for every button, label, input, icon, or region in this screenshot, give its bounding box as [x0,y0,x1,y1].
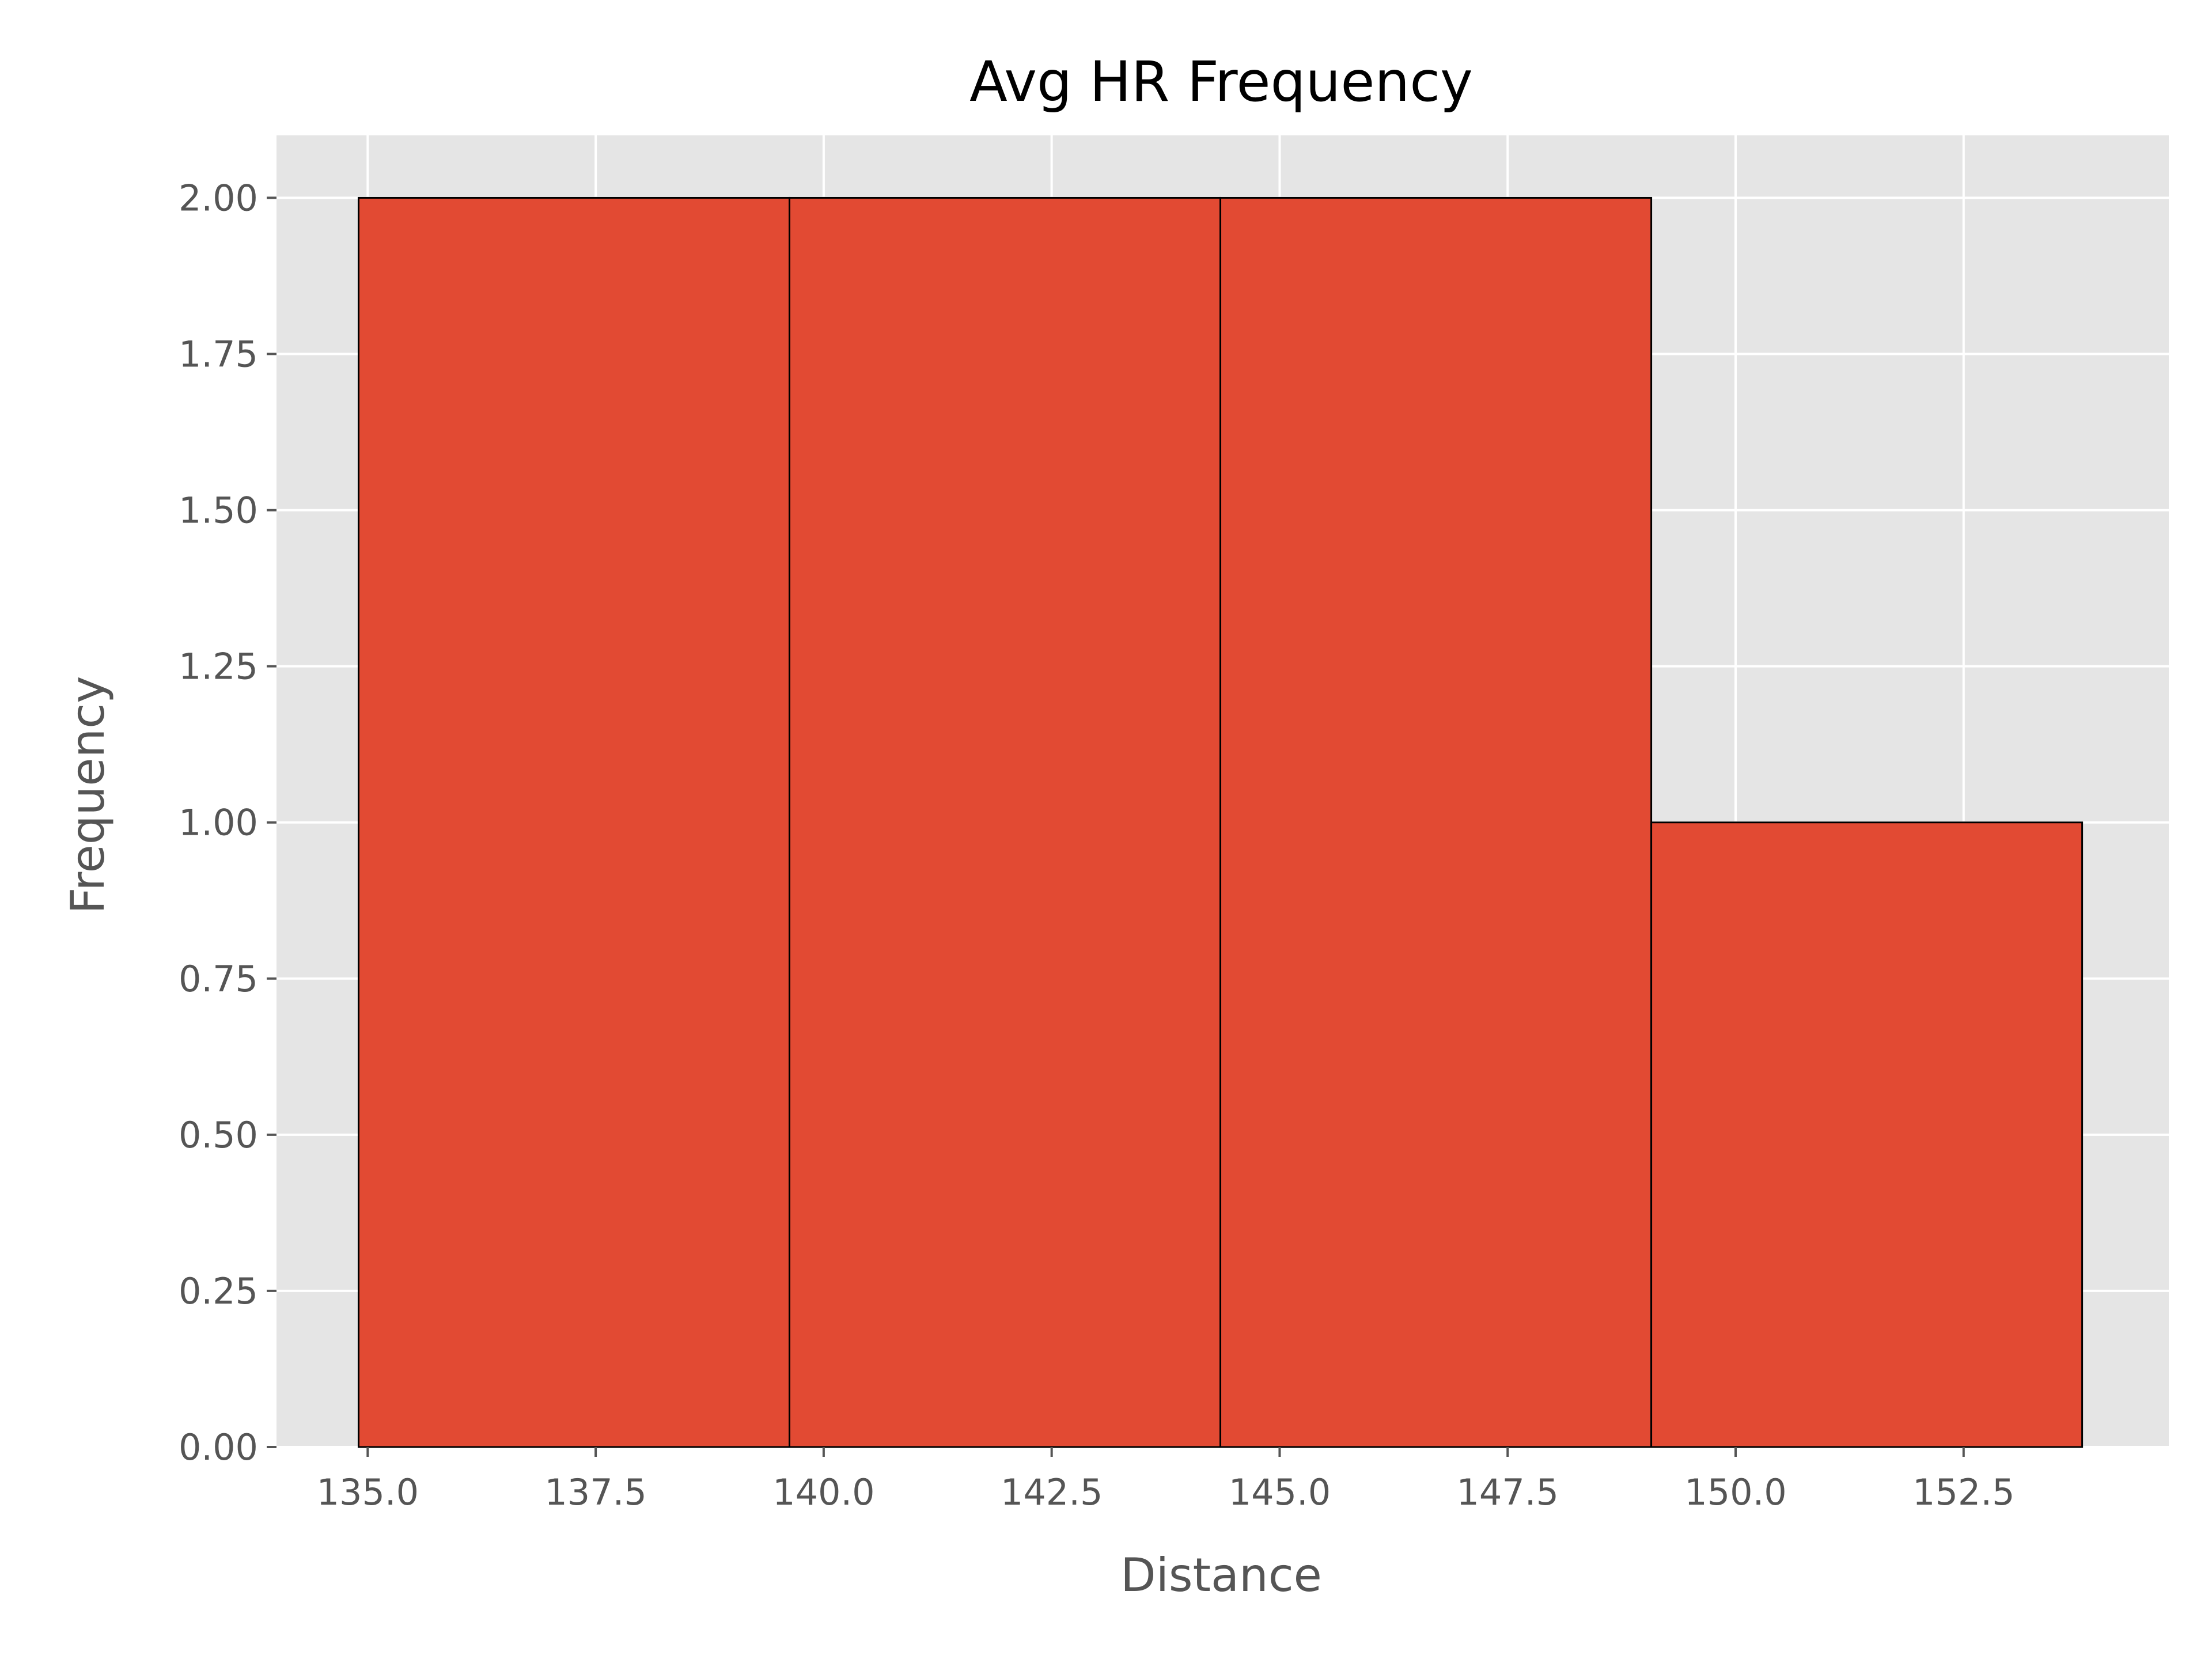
x-tick-label: 137.5 [544,1471,647,1513]
y-tick-label: 1.50 [179,490,258,532]
x-tick-label: 152.5 [1912,1471,2015,1513]
y-tick-label: 1.00 [179,802,258,844]
y-axis-ticks: 0.00 0.25 0.50 0.75 1.00 1.25 1.50 1.75 2.00 [179,177,276,1468]
chart-title: Avg HR Frequency [969,50,1473,114]
histogram-bar [1650,821,2084,1448]
x-tick-label: 147.5 [1456,1471,1559,1513]
y-tick-label: 2.00 [179,177,258,219]
x-tick-label: 145.0 [1229,1471,1331,1513]
y-axis-title: Frequency [61,676,115,914]
histogram-bar [357,196,791,1448]
x-tick-label: 142.5 [1001,1471,1103,1513]
histogram-bars [357,196,2084,1448]
histogram-bar [789,196,1222,1448]
histogram-bar [1219,196,1653,1448]
y-tick-label: 0.00 [179,1426,258,1468]
x-tick-label: 140.0 [772,1471,875,1513]
x-tick-label: 150.0 [1684,1471,1787,1513]
x-axis-ticks: 135.0 137.5 140.0 142.5 145.0 147.5 150.0 152.5 [317,1447,2015,1513]
y-tick-label: 1.25 [179,646,258,688]
x-tick-label: 135.0 [317,1471,419,1513]
y-tick-label: 0.25 [179,1270,258,1312]
x-axis-title: Distance [1120,1548,1322,1602]
y-tick-label: 0.75 [179,958,258,1000]
y-tick-label: 0.50 [179,1114,258,1156]
y-tick-label: 1.75 [179,334,258,376]
